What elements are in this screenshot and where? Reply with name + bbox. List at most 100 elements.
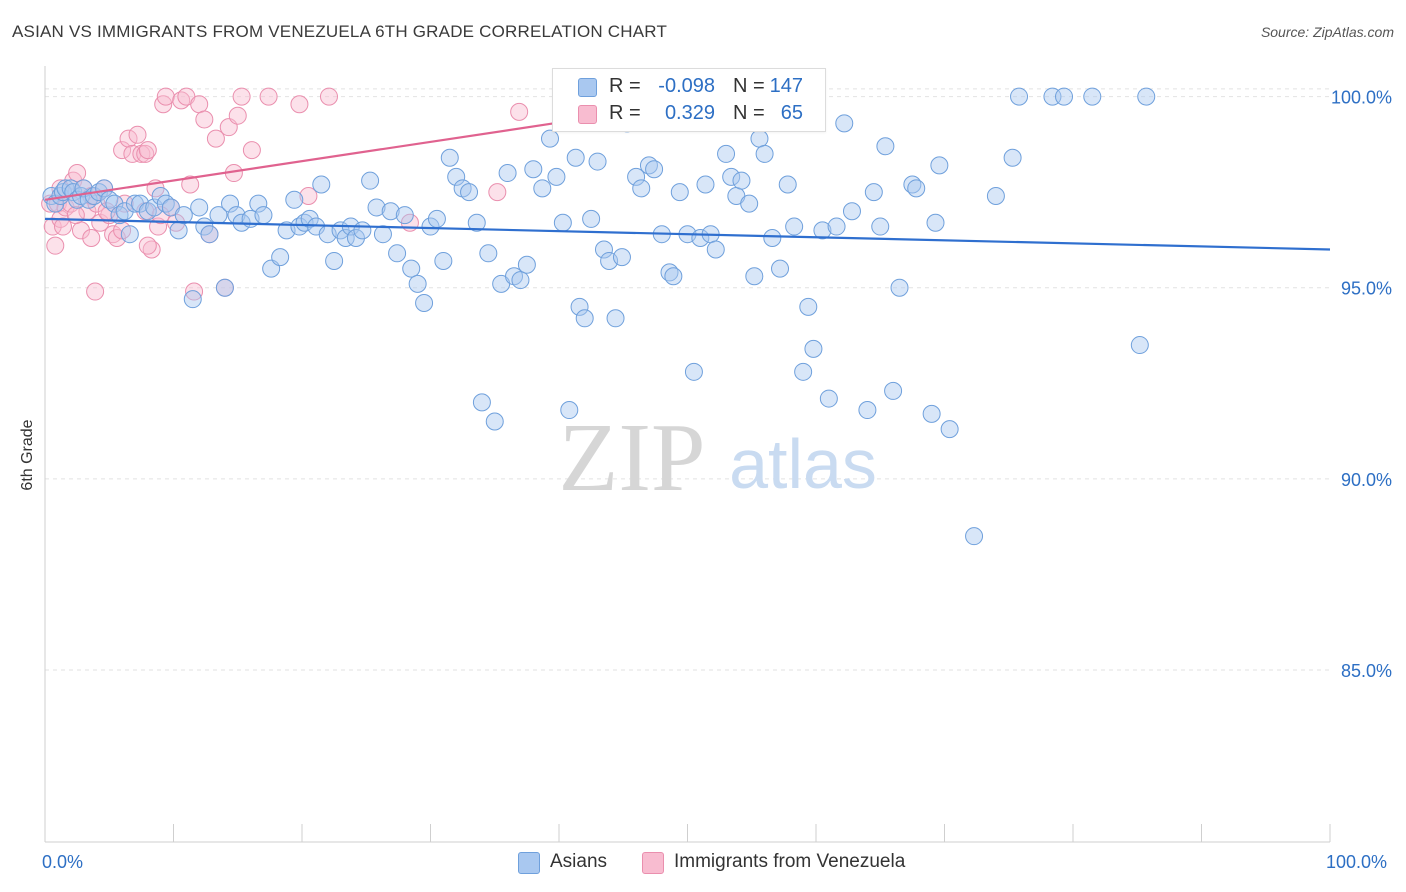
- series-swatch-asians: [518, 852, 540, 874]
- point-asians: [427, 209, 446, 228]
- trend-line-asians: [44, 217, 1331, 251]
- point-asians: [105, 194, 124, 213]
- point-asians: [827, 217, 846, 236]
- point-asians: [373, 225, 392, 244]
- point-asians: [169, 221, 188, 240]
- point-asians: [722, 167, 741, 186]
- point-asians: [353, 221, 372, 240]
- point-asians: [858, 401, 877, 420]
- point-venezuela: [319, 87, 338, 106]
- point-asians: [755, 144, 774, 163]
- point-asians: [485, 412, 504, 431]
- legend-n-label: N =: [733, 75, 765, 97]
- series-label-venezuela: Immigrants from Venezuela: [674, 851, 906, 872]
- point-asians: [740, 194, 759, 213]
- point-asians: [498, 164, 517, 183]
- trend-line-venezuela: [44, 122, 555, 201]
- point-asians: [645, 160, 664, 179]
- point-asians: [606, 309, 625, 328]
- y-tick-labels: 85.0% 90.0% 95.0% 100.0%: [1331, 88, 1392, 681]
- point-venezuela: [128, 125, 147, 144]
- legend-r-label: R =: [609, 102, 641, 124]
- point-asians: [421, 217, 440, 236]
- point-venezuela: [86, 282, 105, 301]
- series-swatch-venezuela: [642, 852, 664, 874]
- point-venezuela: [53, 217, 72, 236]
- point-asians: [588, 152, 607, 171]
- point-asians: [215, 278, 234, 297]
- point-asians: [986, 186, 1005, 205]
- point-asians: [388, 244, 407, 263]
- point-asians: [835, 114, 854, 133]
- point-asians: [346, 229, 365, 248]
- point-venezuela: [259, 87, 278, 106]
- point-asians: [511, 271, 530, 290]
- point-asians: [612, 248, 631, 267]
- point-asians: [871, 217, 890, 236]
- point-asians: [434, 251, 453, 270]
- legend-r-value: -0.098: [658, 75, 715, 97]
- point-asians: [249, 194, 268, 213]
- point-asians: [594, 240, 613, 259]
- point-asians: [336, 229, 355, 248]
- point-asians: [632, 179, 651, 198]
- point-asians: [221, 194, 240, 213]
- point-asians: [402, 259, 421, 278]
- point-asians: [864, 183, 883, 202]
- point-asians: [575, 309, 594, 328]
- point-asians: [778, 175, 797, 194]
- point-venezuela: [91, 213, 110, 232]
- point-asians: [582, 209, 601, 228]
- point-asians: [254, 206, 273, 225]
- point-asians: [794, 362, 813, 381]
- point-venezuela: [190, 95, 209, 114]
- point-asians: [696, 175, 715, 194]
- point-asians: [174, 206, 193, 225]
- point-asians: [415, 294, 434, 313]
- point-venezuela: [510, 102, 529, 121]
- point-venezuela: [488, 183, 507, 202]
- point-asians: [1055, 87, 1074, 106]
- point-venezuela: [290, 95, 309, 114]
- point-venezuela: [46, 236, 65, 255]
- point-asians: [479, 244, 498, 263]
- point-asians: [940, 420, 959, 439]
- point-asians: [785, 217, 804, 236]
- source-label: Source: ZipAtlas.com: [1260, 24, 1394, 40]
- point-asians: [930, 156, 949, 175]
- point-asians: [813, 221, 832, 240]
- point-asians: [884, 381, 903, 400]
- point-asians: [553, 213, 572, 232]
- point-venezuela: [115, 194, 134, 213]
- legend-r-label: R =: [609, 75, 641, 97]
- point-asians: [717, 144, 736, 163]
- point-asians: [200, 225, 219, 244]
- y-tick-label: 85.0%: [1341, 661, 1392, 681]
- point-venezuela: [156, 87, 175, 106]
- point-asians: [922, 404, 941, 423]
- legend-n-value: 65: [780, 102, 803, 124]
- trend-lines: [44, 122, 1331, 251]
- point-asians: [395, 206, 414, 225]
- legend-n-value: 147: [769, 75, 803, 97]
- point-venezuela: [232, 87, 251, 106]
- point-venezuela: [299, 186, 318, 205]
- point-asians: [440, 148, 459, 167]
- chart-title: ASIAN VS IMMIGRANTS FROM VENEZUELA 6TH G…: [12, 22, 668, 41]
- point-asians: [842, 202, 861, 221]
- point-asians: [566, 148, 585, 167]
- point-asians: [408, 274, 427, 293]
- x-tick-max: 100.0%: [1326, 852, 1388, 872]
- point-venezuela: [138, 141, 157, 160]
- point-venezuela: [68, 164, 87, 183]
- point-asians: [670, 183, 689, 202]
- point-asians: [804, 339, 823, 358]
- series-label-asians: Asians: [550, 851, 608, 872]
- point-asians: [750, 129, 769, 148]
- point-asians: [524, 160, 543, 179]
- point-asians: [890, 278, 909, 297]
- point-asians: [560, 401, 579, 420]
- point-asians: [460, 183, 479, 202]
- legend-n-label: N =: [733, 102, 765, 124]
